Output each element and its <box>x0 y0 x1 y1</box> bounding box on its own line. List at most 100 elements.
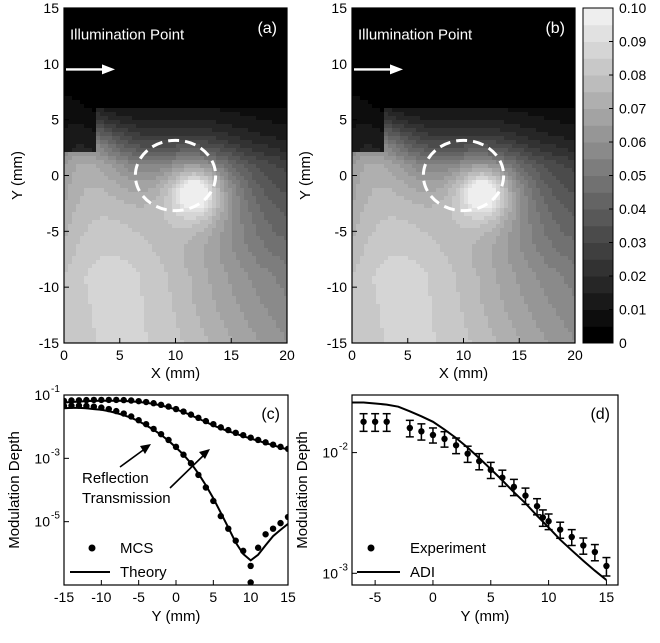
heatmap-cell <box>168 232 173 237</box>
heatmap-cell <box>268 248 273 253</box>
heatmap-cell <box>240 16 245 21</box>
heatmap-cell <box>240 256 245 261</box>
heatmap-cell <box>148 212 153 217</box>
heatmap-cell <box>276 340 281 343</box>
heatmap-cell <box>140 76 145 81</box>
heatmap-cell <box>76 20 81 25</box>
heatmap-cell <box>276 224 281 229</box>
heatmap-cell <box>216 268 221 273</box>
heatmap-cell <box>124 48 129 53</box>
heatmap-cell <box>176 280 181 285</box>
heatmap-cell <box>228 60 233 65</box>
heatmap-cell <box>128 24 133 29</box>
heatmap-cell <box>108 204 113 209</box>
heatmap-cell <box>220 136 225 141</box>
heatmap-cell <box>132 340 137 343</box>
heatmap-cell <box>88 116 93 121</box>
heatmap-cell <box>172 324 177 329</box>
heatmap-cell <box>164 52 169 57</box>
heatmap-cell <box>356 16 361 21</box>
heatmap-cell <box>180 268 185 273</box>
heatmap-cell <box>524 12 529 17</box>
heatmap-cell <box>168 108 173 113</box>
heatmap-cell <box>276 316 281 321</box>
heatmap-cell <box>144 92 149 97</box>
heatmap-cell <box>128 340 133 343</box>
heatmap-cell <box>160 304 165 309</box>
heatmap-cell <box>148 16 153 21</box>
heatmap-cell <box>248 284 253 289</box>
heatmap-cell <box>264 284 269 289</box>
heatmap-cell <box>128 132 133 137</box>
heatmap-cell <box>188 192 193 197</box>
heatmap-cell <box>212 28 217 33</box>
heatmap-cell <box>264 12 269 17</box>
heatmap-cell <box>132 24 137 29</box>
heatmap-cell <box>124 320 129 325</box>
heatmap-cell <box>64 20 69 25</box>
heatmap-cell <box>72 288 77 293</box>
heatmap-cell <box>176 48 181 53</box>
heatmap-cell <box>212 276 217 281</box>
heatmap-cell <box>140 184 145 189</box>
heatmap-cell <box>148 256 153 261</box>
heatmap-cell <box>364 16 369 21</box>
heatmap-cell <box>72 204 77 209</box>
heatmap-cell <box>124 304 129 309</box>
heatmap-cell <box>88 176 93 181</box>
heatmap-cell <box>212 304 217 309</box>
heatmap-cell <box>264 48 269 53</box>
heatmap-cell <box>520 20 525 25</box>
heatmap-cell <box>204 92 209 97</box>
heatmap-cell <box>252 224 257 229</box>
heatmap-cell <box>160 308 165 313</box>
heatmap-cell <box>420 8 425 13</box>
heatmap-cell <box>92 236 97 241</box>
heatmap-cell <box>76 196 81 201</box>
heatmap-cell <box>192 88 197 93</box>
heatmap-cell <box>276 128 281 133</box>
heatmap-cell <box>176 112 181 117</box>
heatmap-cell <box>400 16 405 21</box>
heatmap-cell <box>260 248 265 253</box>
heatmap-cell <box>280 32 285 37</box>
heatmap-cell <box>144 316 149 321</box>
heatmap-cell <box>252 108 257 113</box>
heatmap-cell <box>268 268 273 273</box>
heatmap-cell <box>260 92 265 97</box>
heatmap-cell <box>552 8 557 13</box>
heatmap-cell <box>196 84 201 89</box>
heatmap-cell <box>160 216 165 221</box>
heatmap-cell <box>116 80 121 85</box>
heatmap-cell <box>236 180 241 185</box>
heatmap-cell <box>92 332 97 337</box>
heatmap-cell <box>180 152 185 157</box>
heatmap-cell <box>192 180 197 185</box>
heatmap-cell <box>68 92 73 97</box>
heatmap-cell <box>460 8 465 13</box>
heatmap-cell <box>240 116 245 121</box>
heatmap-cell <box>76 136 81 141</box>
heatmap-cell <box>212 24 217 29</box>
heatmap-cell <box>184 268 189 273</box>
heatmap-cell <box>96 100 101 105</box>
heatmap-cell <box>188 176 193 181</box>
heatmap-cell <box>108 112 113 117</box>
heatmap-cell <box>212 296 217 301</box>
heatmap-cell <box>116 332 121 337</box>
heatmap-cell <box>272 24 277 29</box>
heatmap-cell <box>252 184 257 189</box>
heatmap-cell <box>224 56 229 61</box>
heatmap-cell <box>64 144 69 149</box>
heatmap-cell <box>76 260 81 265</box>
heatmap-cell <box>88 8 93 13</box>
heatmap-cell <box>144 320 149 325</box>
heatmap-cell <box>228 204 233 209</box>
heatmap-cell <box>280 312 285 317</box>
heatmap-cell <box>132 232 137 237</box>
heatmap-cell <box>112 28 117 33</box>
heatmap-cell <box>172 104 177 109</box>
heatmap-cell <box>64 260 69 265</box>
heatmap-cell <box>124 328 129 333</box>
heatmap-cell <box>520 16 525 21</box>
